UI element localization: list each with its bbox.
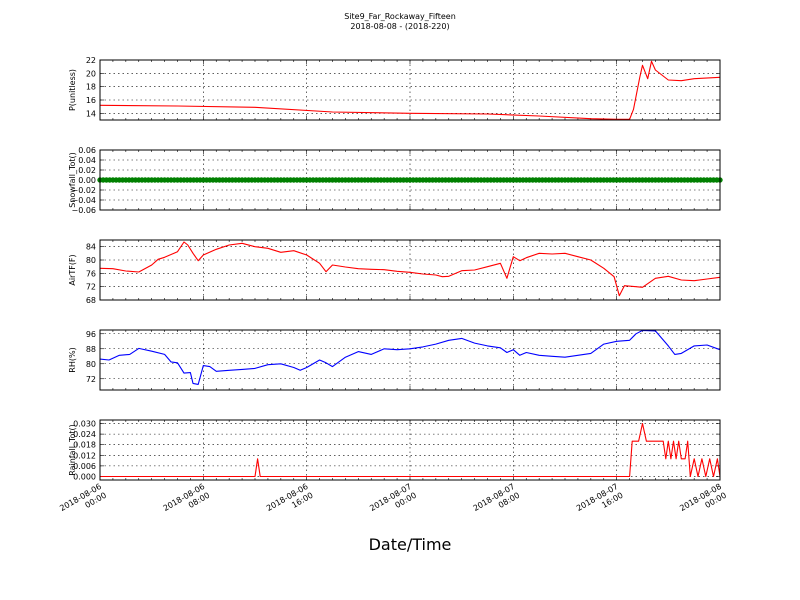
x-axis-label: Date/Time: [369, 535, 452, 554]
y-tick-label: 20: [86, 69, 96, 78]
chart-title: Site9_Far_Rockaway_Fifteen: [344, 12, 456, 21]
y-tick-label: 80: [86, 360, 96, 369]
y-tick-label: 80: [86, 256, 96, 265]
panel-3: 72 80 88 96 RH(%): [68, 329, 721, 391]
y-tick-label: 0.00: [78, 176, 96, 185]
y-tick-label: 22: [86, 56, 96, 65]
y-tick-label: 84: [86, 243, 96, 252]
y-tick-label: 96: [86, 330, 96, 339]
y-tick-label: 0.030: [73, 420, 96, 429]
y-tick-label: −0.02: [71, 186, 96, 195]
panel-1: −0.06−0.04−0.020.000.020.040.06Snowfall_…: [68, 146, 723, 215]
y-tick-label: 0.06: [78, 146, 96, 155]
y-tick-label: 14: [86, 109, 96, 118]
y-tick-label: 72: [86, 375, 96, 384]
series-line: [99, 60, 721, 120]
y-tick-label: 0.02: [78, 166, 96, 175]
y-tick-label: 88: [86, 345, 96, 354]
panel-frame: [99, 59, 721, 121]
series-line: [99, 241, 721, 297]
y-tick-label: −0.06: [71, 206, 96, 215]
y-axis-label: AirTF(F): [68, 254, 77, 285]
y-axis-label: P(unitless): [68, 69, 77, 111]
y-tick-label: 0.024: [73, 430, 96, 439]
series-line: [100, 422, 721, 478]
y-tick-label: 0.012: [73, 451, 96, 460]
y-tick-label: 0.018: [73, 441, 96, 450]
y-tick-label: −0.04: [71, 196, 96, 205]
panel-frame: [99, 329, 721, 391]
y-tick-label: 0.006: [73, 462, 96, 471]
y-tick-label: 68: [86, 296, 96, 305]
y-axis-label: Rainfall_Tot(): [68, 424, 77, 476]
y-tick-label: 0.000: [73, 472, 96, 481]
panels: 1416182022P(unitless)−0.06−0.04−0.020.00…: [68, 56, 723, 481]
y-tick-label: 18: [86, 83, 96, 92]
y-axis-label: Snowfall_Tot(): [68, 152, 77, 208]
panel-frame: [99, 239, 721, 301]
y-tick-label: 16: [86, 96, 96, 105]
panel-frame: [99, 149, 721, 211]
y-tick-label: 0.04: [78, 156, 96, 165]
series-markers: [97, 177, 723, 183]
panel-frame: [99, 419, 721, 481]
panel-2: 68 72 76 80 84 AirTF(F): [68, 239, 721, 305]
y-axis-label: RH(%): [68, 347, 77, 372]
panel-0: 14 16 18 20 22 P(unitless): [68, 56, 721, 121]
y-tick-label: 76: [86, 269, 96, 278]
y-tick-label: 72: [86, 283, 96, 292]
chart-subtitle: 2018-08-08 - (2018-220): [350, 22, 449, 31]
series-line: [99, 329, 721, 385]
